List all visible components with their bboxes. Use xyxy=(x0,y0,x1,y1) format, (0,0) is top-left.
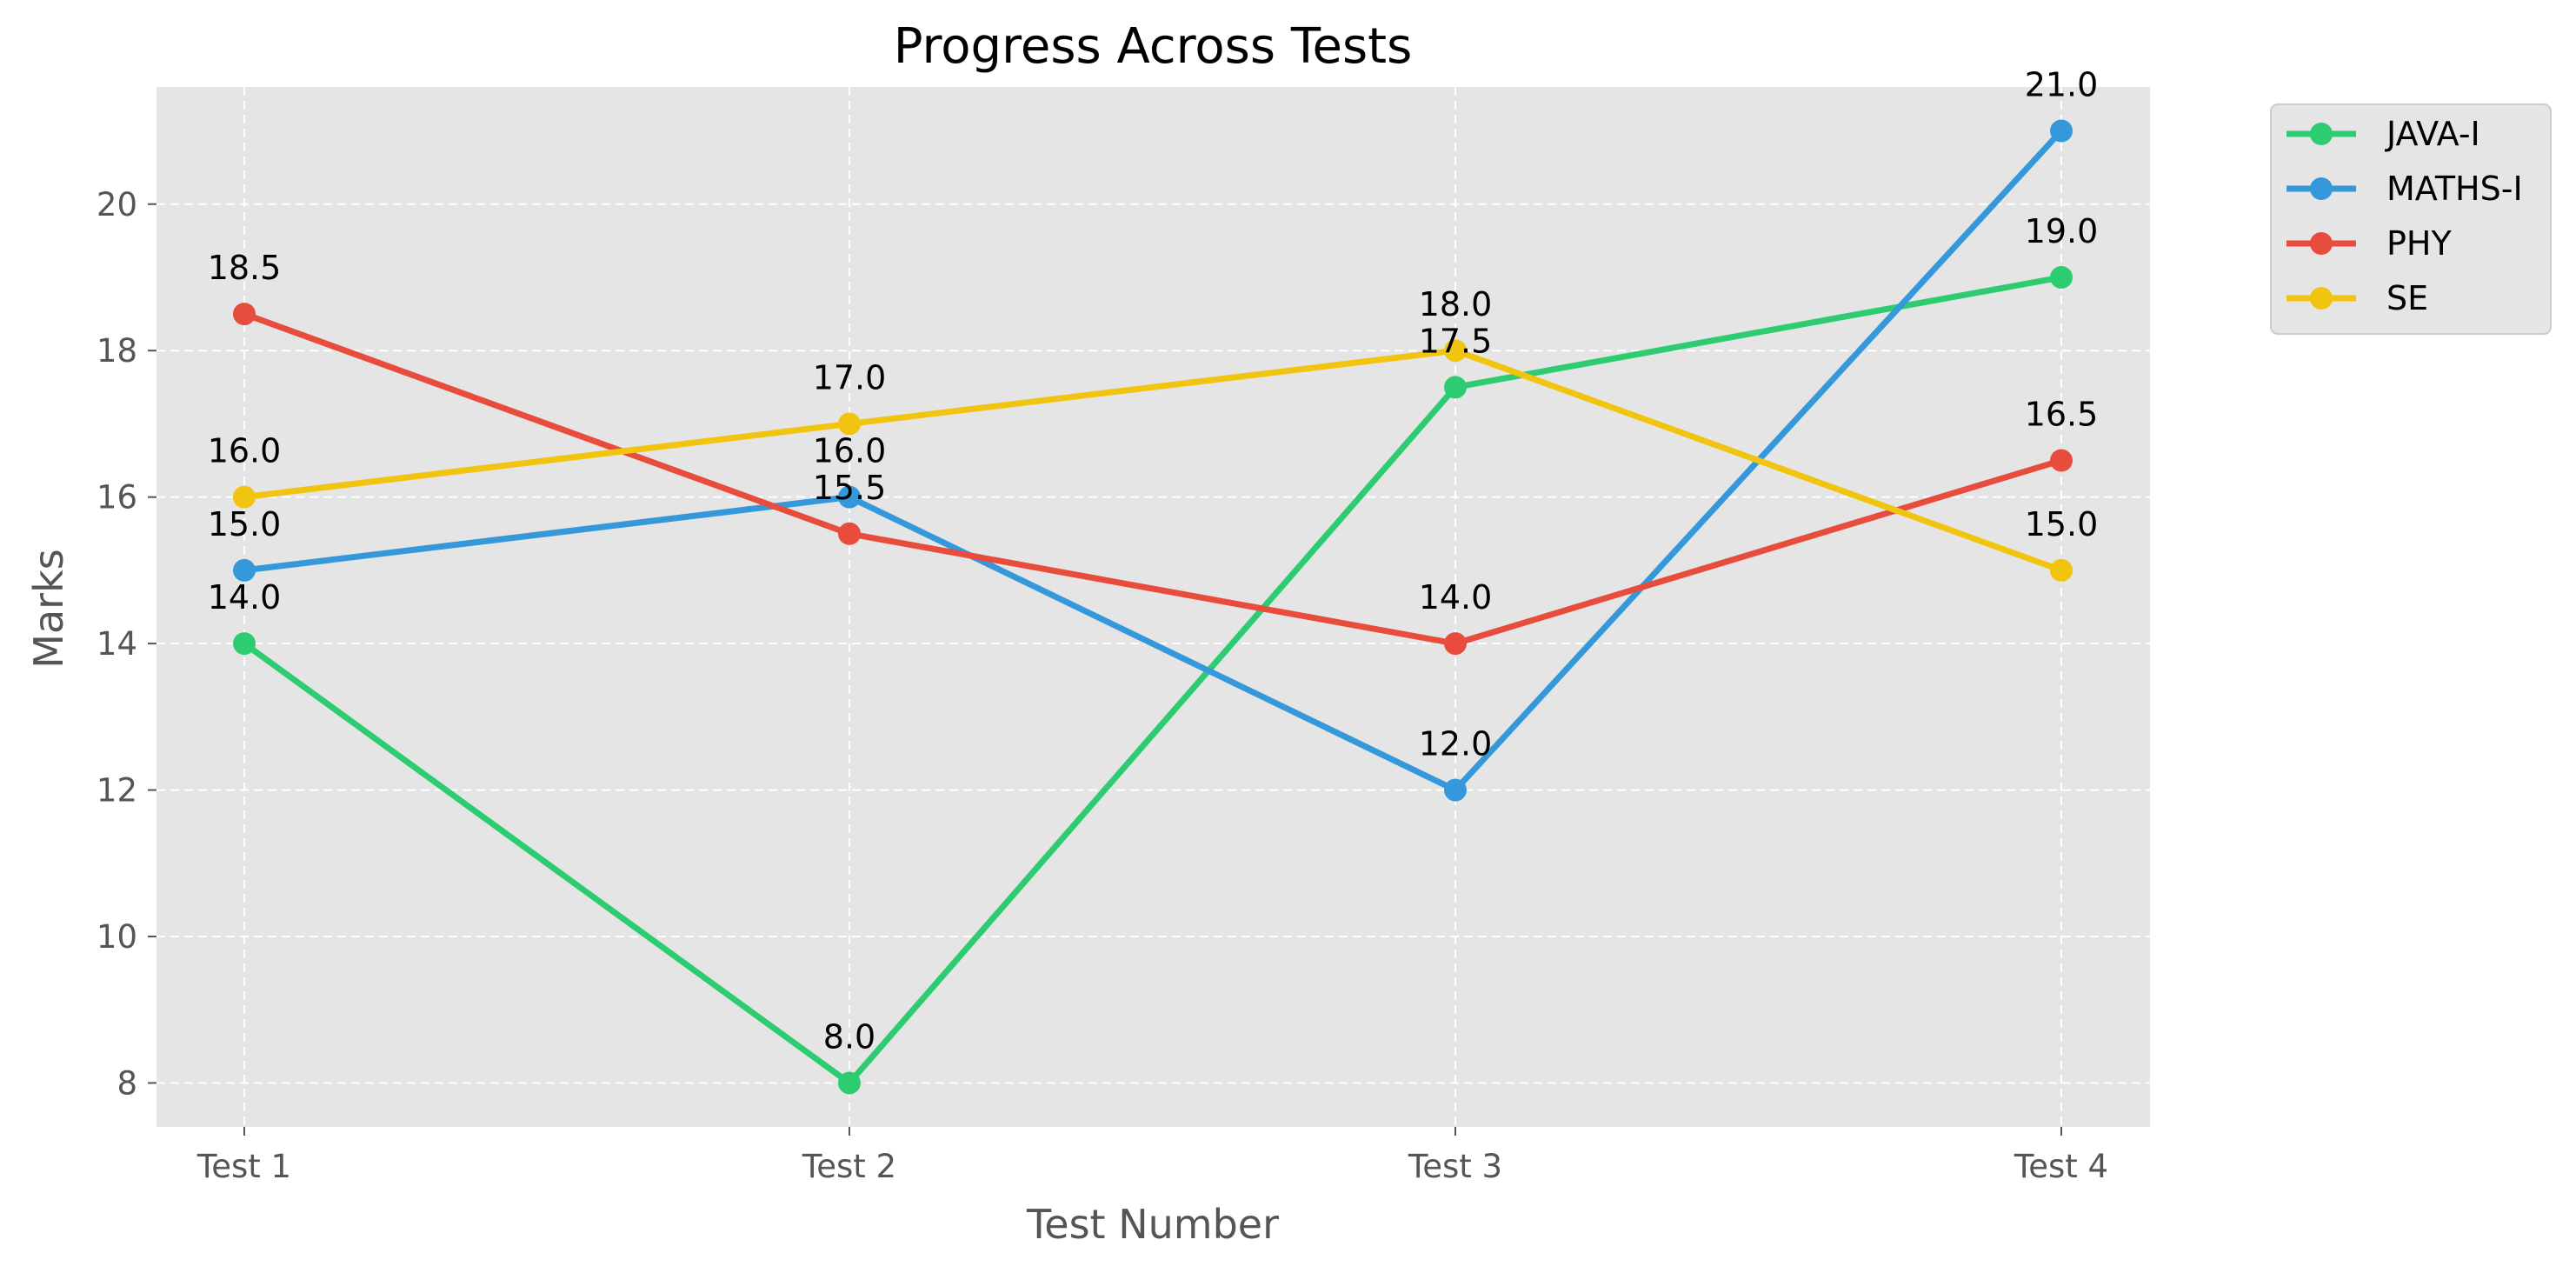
legend-marker xyxy=(2310,177,2333,200)
grid xyxy=(156,87,2150,1127)
series-line xyxy=(243,310,2063,647)
x-tick-label: Test 4 xyxy=(2014,1148,2108,1185)
data-point xyxy=(2050,449,2073,472)
series-layer xyxy=(233,119,2073,1095)
legend-item-java-i: JAVA-I xyxy=(2286,115,2480,153)
data-label: 15.0 xyxy=(208,505,282,543)
data-point xyxy=(2050,265,2073,289)
x-axis-label: Test Number xyxy=(1026,1201,1279,1248)
series-se xyxy=(233,339,2073,582)
data-point xyxy=(838,522,861,545)
legend-label: MATHS-I xyxy=(2386,170,2523,208)
x-tick-label: Test 3 xyxy=(1408,1148,1502,1185)
y-tick-label: 8 xyxy=(116,1064,137,1102)
data-label: 16.0 xyxy=(813,432,887,470)
chart-title: Progress Across Tests xyxy=(894,18,1413,75)
y-tick-label: 20 xyxy=(97,186,137,223)
legend-marker xyxy=(2310,123,2333,145)
y-tick-label: 16 xyxy=(97,479,137,517)
y-axis-label: Marks xyxy=(25,549,72,668)
series-java-i xyxy=(233,265,2073,1095)
data-label: 16.0 xyxy=(208,432,282,470)
legend-marker xyxy=(2310,232,2333,255)
series-line xyxy=(242,274,2062,1086)
legend-frame xyxy=(2270,103,2552,335)
legend-label: JAVA-I xyxy=(2385,115,2480,153)
legend-item-phy: PHY xyxy=(2286,224,2452,263)
data-point xyxy=(838,485,861,509)
legend: JAVA-I MATHS-I PHY SE xyxy=(2270,103,2552,335)
data-point xyxy=(233,558,256,582)
data-labels: 14.08.017.519.015.016.012.021.018.515.51… xyxy=(208,66,2099,1056)
axes: 8 10 12 14 16 18 20 Test 1 Test 2 Test 3 Test 4 xyxy=(97,186,2108,1185)
data-label: 8.0 xyxy=(823,1017,875,1056)
data-label: 19.0 xyxy=(2025,212,2099,250)
data-point xyxy=(1444,339,1467,363)
data-label: 14.0 xyxy=(208,578,282,617)
y-tick-label: 12 xyxy=(97,772,137,810)
data-label: 18.0 xyxy=(1419,285,1493,323)
data-label: 17.0 xyxy=(813,358,887,397)
x-tick-label: Test 1 xyxy=(196,1148,291,1185)
data-label: 12.0 xyxy=(1419,725,1493,763)
data-label: 15.5 xyxy=(813,469,887,507)
legend-item-se: SE xyxy=(2286,279,2428,317)
y-tick-label: 10 xyxy=(97,918,137,956)
legend-label: PHY xyxy=(2386,224,2452,263)
data-point xyxy=(233,632,256,656)
data-point xyxy=(1444,376,1467,399)
data-point xyxy=(233,303,256,326)
data-label: 17.5 xyxy=(1419,322,1493,360)
data-label: 18.5 xyxy=(208,249,282,287)
data-point xyxy=(1444,778,1467,802)
series-phy xyxy=(233,303,2073,656)
data-label: 15.0 xyxy=(2025,505,2099,543)
data-label: 21.0 xyxy=(2025,66,2099,104)
legend-label: SE xyxy=(2386,279,2428,317)
legend-marker xyxy=(2310,287,2333,310)
plot-background xyxy=(156,87,2150,1127)
data-label: 16.5 xyxy=(2025,396,2099,434)
data-point xyxy=(233,485,256,509)
y-tick-label: 14 xyxy=(97,625,137,663)
y-tick-label: 18 xyxy=(97,332,137,370)
data-point xyxy=(838,1071,861,1095)
series-line xyxy=(243,347,2063,574)
data-point xyxy=(838,412,861,436)
data-point xyxy=(1444,632,1467,656)
legend-item-maths-i: MATHS-I xyxy=(2286,170,2523,208)
data-point xyxy=(2050,558,2073,582)
data-label: 14.0 xyxy=(1419,578,1493,617)
data-point xyxy=(2050,119,2073,143)
x-tick-label: Test 2 xyxy=(802,1148,896,1185)
